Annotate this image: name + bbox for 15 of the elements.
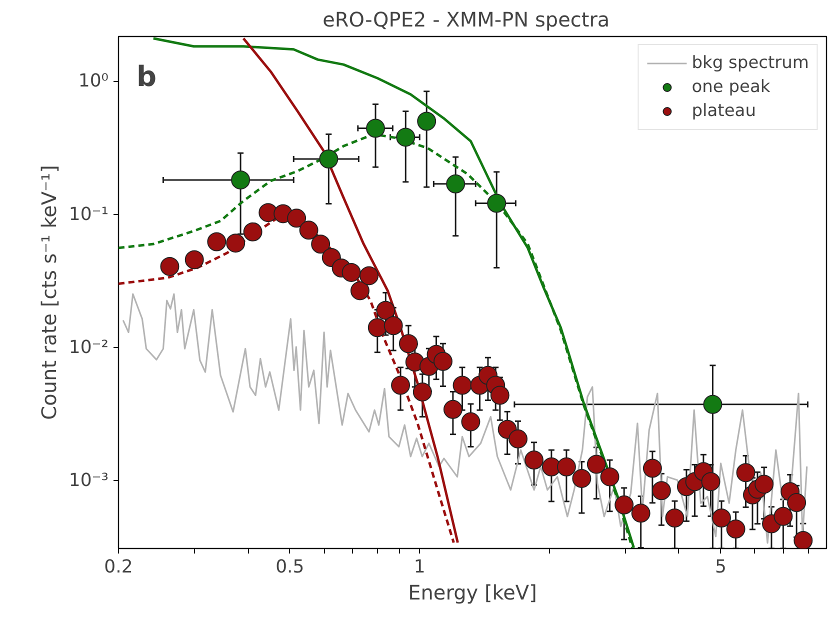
y-tick-label: 10⁻³: [68, 470, 109, 492]
x-axis-title: Energy [keV]: [408, 580, 537, 604]
y-tick-label: 10⁰: [78, 70, 109, 92]
annotation: b: [136, 60, 157, 93]
legend-label: bkg spectrum: [692, 53, 809, 73]
legend-label: one peak: [692, 77, 770, 97]
chart-title: eRO-QPE2 - XMM-PN spectra: [322, 8, 610, 32]
y-tick-label: 10⁻¹: [68, 204, 109, 225]
x-tick-label: 0.5: [276, 556, 304, 578]
x-tick-label: 5: [715, 556, 726, 578]
x-tick-label: 1: [414, 556, 426, 578]
y-tick-label: 10⁻²: [68, 337, 109, 358]
legend-label: plateau: [692, 101, 756, 121]
x-tick-label: 0.2: [104, 556, 133, 578]
y-axis-title: Count rate [cts s⁻¹ keV⁻¹]: [36, 165, 61, 420]
